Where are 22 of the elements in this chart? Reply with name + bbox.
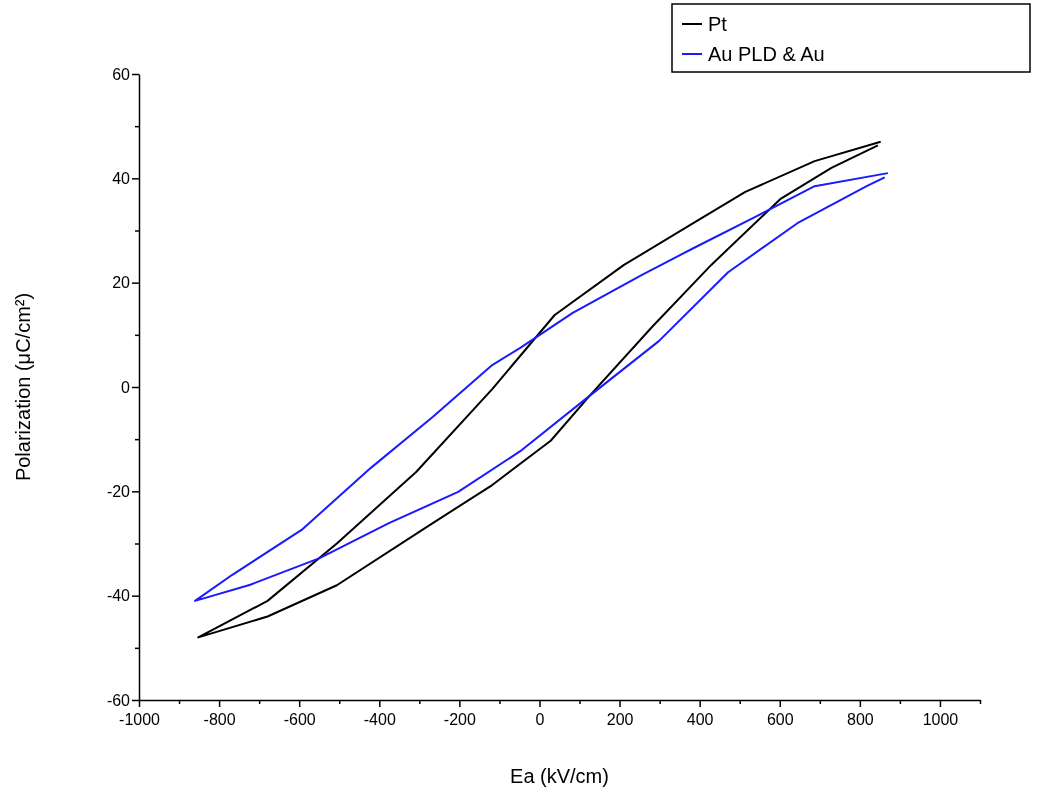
y-tick-label: 60: [112, 65, 131, 83]
y-tick-label: 0: [121, 378, 131, 396]
y-tick-label: -40: [106, 587, 131, 605]
y-tick-label: -20: [106, 482, 131, 500]
legend-label: Au PLD & Au: [708, 43, 825, 65]
x-tick-label: 1000: [922, 711, 959, 728]
y-axis-title: Polarization (μC/cm²): [12, 292, 34, 482]
y-tick-label: 40: [112, 169, 131, 187]
x-tick-label: -800: [203, 711, 236, 728]
legend-label: Pt: [708, 13, 728, 35]
x-tick-label: -200: [443, 711, 476, 728]
x-tick-label: 800: [847, 711, 874, 728]
x-tick-label: -600: [283, 711, 316, 728]
x-axis-title: Ea (kV/cm): [510, 765, 609, 787]
x-tick-label: 0: [535, 711, 545, 728]
y-tick-label: 20: [112, 274, 131, 292]
x-tick-label: 400: [686, 711, 714, 728]
x-tick-label: 600: [766, 711, 794, 728]
y-tick-label: -60: [106, 691, 131, 709]
x-tick-label: -400: [363, 711, 396, 728]
x-tick-label: 200: [606, 711, 634, 728]
x-tick-label: -1000: [119, 711, 161, 728]
